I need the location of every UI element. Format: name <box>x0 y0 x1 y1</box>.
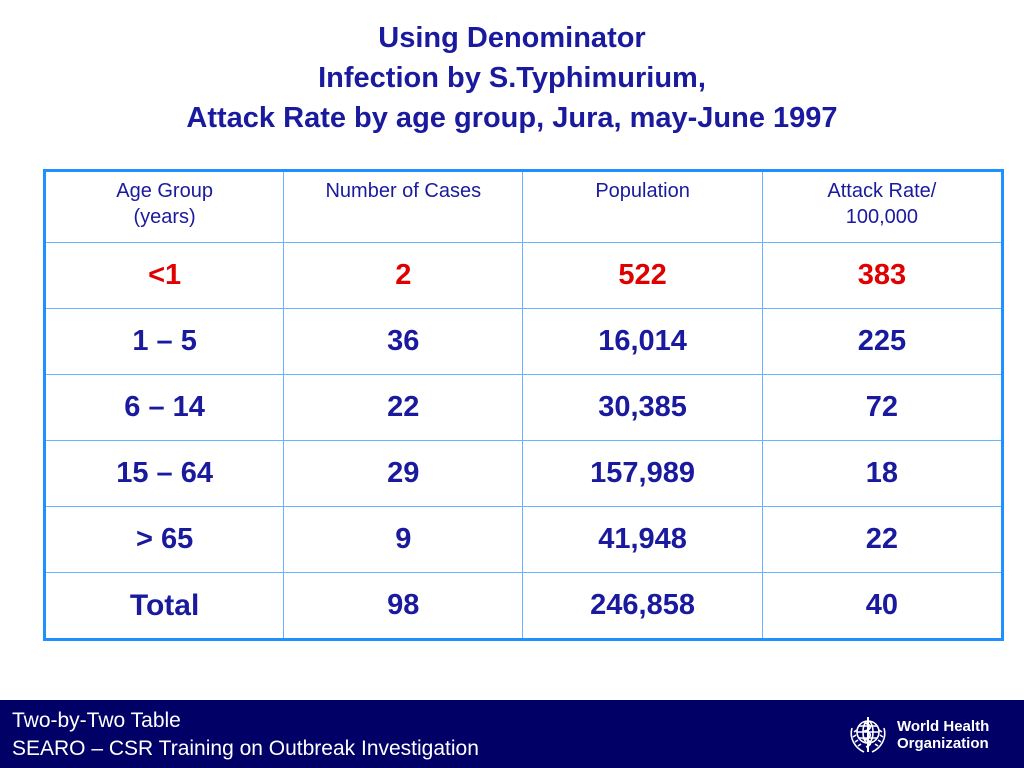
footer-bar: Two-by-Two Table SEARO – CSR Training on… <box>0 700 1024 768</box>
header-number-of-cases: Number of Cases <box>283 170 524 243</box>
slide-title: Using Denominator Infection by S.Typhimu… <box>0 18 1024 138</box>
cell-total-attack-rate: 40 <box>761 572 1004 640</box>
cell-cases: 29 <box>283 440 524 507</box>
table-header-row: Age Group (years) Number of Cases Popula… <box>43 170 1004 243</box>
footer-course-title: Two-by-Two Table <box>12 709 181 732</box>
cell-age-group: 1 – 5 <box>43 308 285 375</box>
cell-population: 41,948 <box>522 506 763 573</box>
cell-cases: 2 <box>283 242 524 309</box>
title-line-1: Using Denominator <box>378 22 646 54</box>
table-row: > 65 9 41,948 22 <box>43 506 1004 573</box>
cell-age-group: 6 – 14 <box>43 374 285 441</box>
cell-attack-rate: 225 <box>761 308 1004 375</box>
cell-attack-rate: 18 <box>761 440 1004 507</box>
footer-course-subtitle: SEARO – CSR Training on Outbreak Investi… <box>12 737 479 760</box>
table-row: <1 2 522 383 <box>43 242 1004 309</box>
cell-total-cases: 98 <box>283 572 524 640</box>
title-line-2: Infection by S.Typhimurium, <box>318 62 706 94</box>
cell-population: 522 <box>522 242 763 309</box>
cell-total-label: Total <box>43 572 285 640</box>
table-row: 1 – 5 36 16,014 225 <box>43 308 1004 375</box>
cell-cases: 22 <box>283 374 524 441</box>
header-attack-rate: Attack Rate/ 100,000 <box>761 170 1004 243</box>
who-logo: World Health Organization <box>845 712 1015 760</box>
table-row: 15 – 64 29 157,989 18 <box>43 440 1004 507</box>
who-logo-text: World Health Organization <box>897 718 990 752</box>
title-line-3: Attack Rate by age group, Jura, may-June… <box>186 102 838 134</box>
table-row: 6 – 14 22 30,385 72 <box>43 374 1004 441</box>
cell-total-population: 246,858 <box>522 572 763 640</box>
table-row-total: Total 98 246,858 40 <box>43 572 1004 640</box>
cell-attack-rate: 72 <box>761 374 1004 441</box>
cell-cases: 9 <box>283 506 524 573</box>
cell-cases: 36 <box>283 308 524 375</box>
header-population: Population <box>522 170 763 243</box>
cell-attack-rate: 383 <box>761 242 1004 309</box>
cell-attack-rate: 22 <box>761 506 1004 573</box>
who-emblem-icon <box>850 717 886 753</box>
header-age-group: Age Group (years) <box>43 170 285 243</box>
attack-rate-table: Age Group (years) Number of Cases Popula… <box>43 169 1004 641</box>
cell-age-group: 15 – 64 <box>43 440 285 507</box>
cell-age-group: <1 <box>43 242 285 309</box>
cell-population: 30,385 <box>522 374 763 441</box>
cell-age-group: > 65 <box>43 506 285 573</box>
cell-population: 16,014 <box>522 308 763 375</box>
cell-population: 157,989 <box>522 440 763 507</box>
